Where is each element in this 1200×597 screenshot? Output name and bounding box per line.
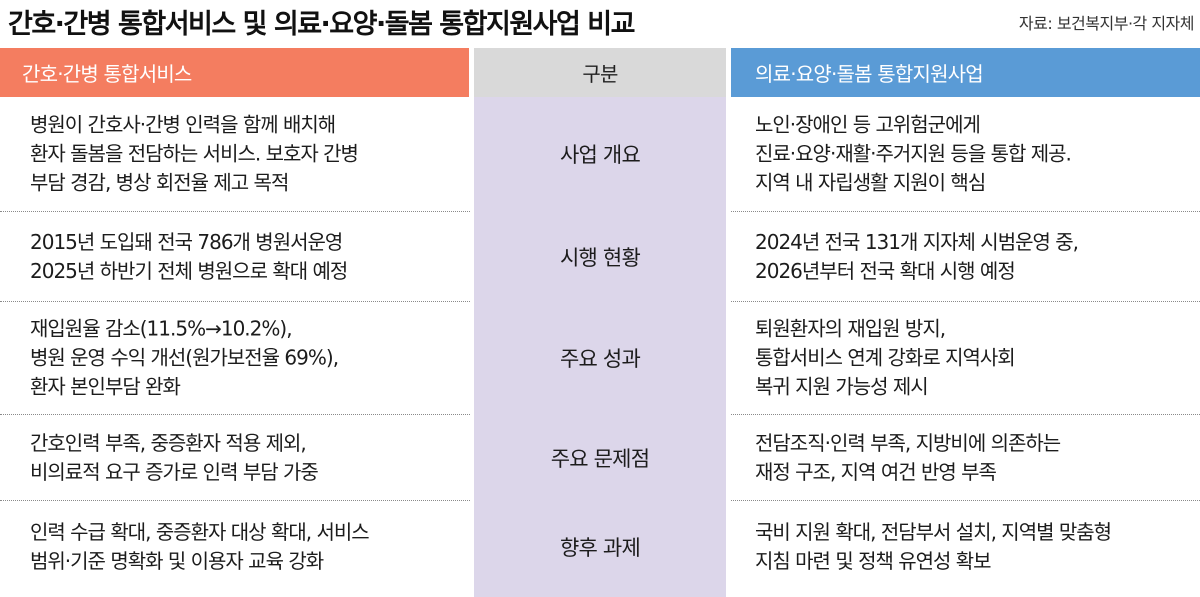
integrated-care-cell: 노인·장애인 등 고위험군에게 진료·요양·재활·주거지원 등을 통합 제공. … [755,111,1072,198]
cell-line: 병원 운영 수익 개선(원가보전율 69%), [30,345,339,370]
table-row-problems: 간호인력 부족, 중증환자 적용 제외, 비의료적 요구 증가로 인력 부담 가… [0,415,1200,500]
table-row-status: 2015년 도입돼 전국 786개 병원서운영 2025년 하반기 전체 병원으… [0,212,1200,301]
cell-line: 간호인력 부족, 중증환자 적용 제외, [30,430,307,455]
column-header-category: 구분 [474,48,726,97]
cell-line: 병원이 간호사·간병 인력을 함께 배치해 [30,112,336,137]
category-label: 사업 개요 [560,143,641,167]
cell-line: 국비 지원 확대, 전담부서 설치, 지역별 맞춤형 [755,520,1112,544]
integrated-care-cell: 퇴원환자의 재입원 방지, 통합서비스 연계 강화로 지역사회 복귀 지원 가능… [755,315,1016,402]
cell-line: 환자 본인부담 완화 [30,374,181,399]
cell-line: 범위·기준 명확화 및 이용자 교육 강화 [30,549,324,573]
row-divider [731,211,1200,212]
integrated-care-cell: 전담조직·인력 부족, 지방비에 의존하는 재정 구조, 지역 여건 반영 부족 [755,429,1061,487]
category-label: 시행 현황 [560,245,641,270]
cell-line: 재입원율 감소(11.5%→10.2%), [30,316,293,341]
cell-line: 2015년 도입돼 전국 786개 병원서운영 [30,229,343,254]
row-divider [0,211,470,212]
category-label: 주요 문제점 [550,446,650,471]
cell-line: 비의료적 요구 증가로 인력 부담 가중 [30,459,319,484]
cell-line: 재정 구조, 지역 여건 반영 부족 [755,459,997,484]
nursing-care-cell: 병원이 간호사·간병 인력을 함께 배치해 환자 돌봄을 전담하는 서비스. 보… [30,111,359,198]
nursing-care-cell: 재입원율 감소(11.5%→10.2%), 병원 운영 수익 개선(원가보전율 … [30,315,339,402]
cell-line: 인력 수급 확대, 중증환자 대상 확대, 서비스 [30,520,370,544]
nursing-care-cell: 인력 수급 확대, 중증환자 대상 확대, 서비스 범위·기준 명확화 및 이용… [30,518,370,576]
cell-line: 환자 돌봄을 전담하는 서비스. 보호자 간병 [30,141,359,166]
cell-line: 전담조직·인력 부족, 지방비에 의존하는 [755,430,1061,455]
column-header-nursing-care: 간호·간병 통합서비스 [0,48,469,97]
cell-line: 2024년 전국 131개 지자체 시범운영 중, [755,229,1079,254]
row-divider [0,414,470,415]
table-row-results: 재입원율 감소(11.5%→10.2%), 병원 운영 수익 개선(원가보전율 … [0,302,1200,414]
cell-line: 2025년 하반기 전체 병원으로 확대 예정 [30,258,348,283]
category-column-background [474,97,726,597]
cell-line: 지역 내 자립생활 지원이 핵심 [755,170,986,195]
table-row-overview: 병원이 간호사·간병 인력을 함께 배치해 환자 돌봄을 전담하는 서비스. 보… [0,97,1200,211]
cell-line: 부담 경감, 병상 회전율 제고 목적 [30,170,289,195]
cell-line: 퇴원환자의 재입원 방지, [755,316,946,341]
row-divider [731,414,1200,415]
cell-line: 노인·장애인 등 고위험군에게 [755,112,981,137]
row-divider [731,500,1200,501]
nursing-care-cell: 간호인력 부족, 중증환자 적용 제외, 비의료적 요구 증가로 인력 부담 가… [30,429,319,487]
table-row-future-tasks: 인력 수급 확대, 중증환자 대상 확대, 서비스 범위·기준 명확화 및 이용… [0,501,1200,593]
page-title: 간호·간병 통합서비스 및 의료·요양·돌봄 통합지원사업 비교 [8,9,635,40]
column-header-integrated-care: 의료·요양·돌봄 통합지원사업 [731,48,1200,97]
row-divider [0,301,470,302]
cell-line: 통합서비스 연계 강화로 지역사회 [755,345,1016,370]
nursing-care-cell: 2015년 도입돼 전국 786개 병원서운영 2025년 하반기 전체 병원으… [30,228,348,286]
cell-line: 복귀 지원 가능성 제시 [755,374,929,399]
category-label: 향후 과제 [560,536,641,560]
cell-line: 2026년부터 전국 확대 시행 예정 [755,258,1016,283]
row-divider [731,301,1200,302]
integrated-care-cell: 국비 지원 확대, 전담부서 설치, 지역별 맞춤형 지침 마련 및 정책 유연… [755,518,1112,576]
source-note: 자료: 보건복지부·각 지자체 [1018,14,1195,33]
category-label: 주요 성과 [560,347,641,371]
cell-line: 진료·요양·재활·주거지원 등을 통합 제공. [755,141,1072,166]
cell-line: 지침 마련 및 정책 유연성 확보 [755,549,992,573]
integrated-care-cell: 2024년 전국 131개 지자체 시범운영 중, 2026년부터 전국 확대 … [755,228,1079,286]
row-divider [0,500,470,501]
